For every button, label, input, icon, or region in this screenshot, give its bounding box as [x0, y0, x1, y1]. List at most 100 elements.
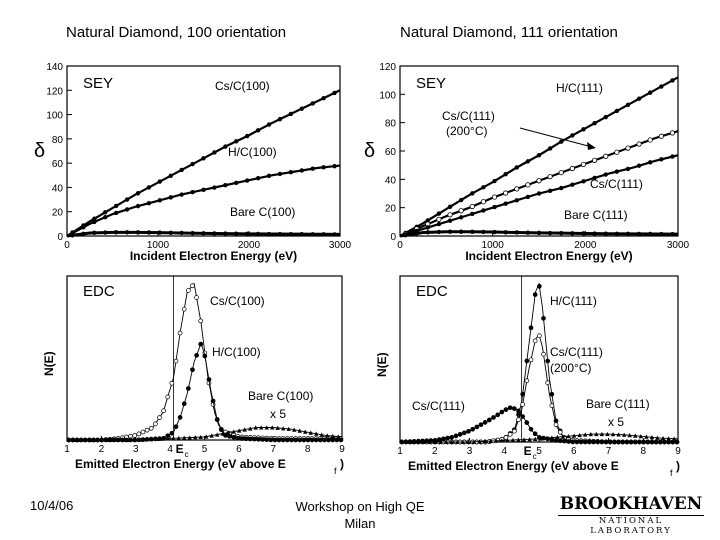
data-point [185, 386, 191, 391]
data-point [495, 412, 500, 418]
data-point [399, 439, 404, 444]
data-point [319, 432, 324, 437]
data-point [627, 433, 632, 438]
data-point [541, 351, 546, 357]
x-tick-label: 7 [606, 446, 612, 457]
data-point [299, 168, 304, 173]
data-point [198, 318, 204, 324]
data-point [190, 230, 195, 236]
data-point [405, 439, 410, 444]
data-point [276, 437, 282, 443]
data-point [160, 436, 165, 441]
data-point [436, 211, 442, 216]
ec-label-sub: c [185, 450, 189, 459]
y-tick-label: 0 [390, 232, 396, 243]
data-point [310, 101, 315, 106]
data-point [132, 433, 138, 438]
data-point [425, 230, 430, 235]
data-point [571, 433, 577, 438]
logo-main-text: BROOKHAVEN [559, 494, 703, 514]
data-point [625, 166, 631, 172]
data-point [549, 391, 555, 397]
data-point [83, 437, 88, 442]
series-label-sub: (200°C) [550, 361, 591, 375]
data-point [621, 432, 627, 437]
data-point [247, 436, 253, 442]
data-point [524, 420, 530, 425]
data-point [524, 358, 530, 364]
data-point [545, 380, 551, 386]
data-point [594, 431, 599, 437]
data-point [103, 230, 108, 235]
data-point [532, 292, 538, 297]
data-point [88, 437, 93, 442]
data-point [152, 421, 158, 427]
series-label: H/C(100) [212, 345, 261, 359]
data-point [470, 211, 475, 217]
data-point [338, 437, 344, 443]
data-point [577, 432, 582, 438]
data-point [492, 204, 497, 210]
data-point [599, 431, 605, 437]
data-point [77, 437, 82, 442]
data-point [445, 435, 450, 441]
data-point [99, 437, 104, 442]
series-cs-c-111- [399, 405, 680, 445]
series-label-sub: (200°C) [446, 124, 487, 138]
data-point [453, 433, 459, 439]
x-tick-label: 1 [397, 446, 403, 457]
data-point [545, 358, 551, 364]
data-point [146, 201, 152, 206]
data-point [218, 426, 224, 432]
data-point [514, 230, 519, 235]
data-point [525, 182, 531, 188]
data-point [332, 90, 337, 96]
data-point [330, 433, 335, 439]
data-point [625, 231, 631, 237]
x-axis-label: Incident Electron Energy (eV) [465, 249, 632, 263]
data-point [625, 102, 631, 108]
data-point [321, 95, 326, 101]
data-point [169, 380, 175, 386]
x-tick-label: 3000 [329, 240, 352, 251]
data-point [477, 439, 482, 444]
data-point [574, 439, 580, 445]
footer-date: 10/4/06 [30, 498, 74, 513]
data-point [470, 229, 475, 234]
data-point [124, 207, 130, 212]
data-point [243, 436, 249, 442]
data-point [288, 231, 294, 237]
footer-event: Workshop on High QE Milan [270, 498, 450, 532]
data-point [503, 230, 508, 235]
x-tick-label: 2000 [238, 240, 261, 251]
data-point [471, 439, 477, 444]
data-point [305, 437, 311, 443]
data-point [275, 425, 280, 430]
data-point [284, 437, 290, 443]
data-point [625, 145, 631, 151]
data-point [527, 437, 532, 442]
x-axis-label-close: ) [676, 459, 680, 473]
data-point [507, 432, 513, 437]
data-point [244, 133, 250, 139]
data-point [614, 108, 620, 114]
data-point [520, 414, 526, 419]
data-point [524, 378, 530, 384]
data-point [581, 231, 586, 236]
data-point [334, 437, 340, 443]
data-point [636, 96, 642, 101]
data-point [580, 161, 587, 168]
series-label: Cs/C(100) [215, 79, 270, 93]
x-axis-label-close: ) [340, 457, 344, 471]
data-point [581, 127, 586, 132]
data-point [332, 232, 337, 237]
data-point [171, 436, 176, 441]
x-tick-label: 1 [64, 444, 70, 455]
data-point [255, 128, 261, 133]
data-point [603, 114, 608, 120]
data-point [516, 437, 521, 442]
data-point [659, 231, 664, 237]
data-point [70, 233, 75, 238]
data-point [557, 438, 563, 444]
data-point [414, 231, 419, 236]
